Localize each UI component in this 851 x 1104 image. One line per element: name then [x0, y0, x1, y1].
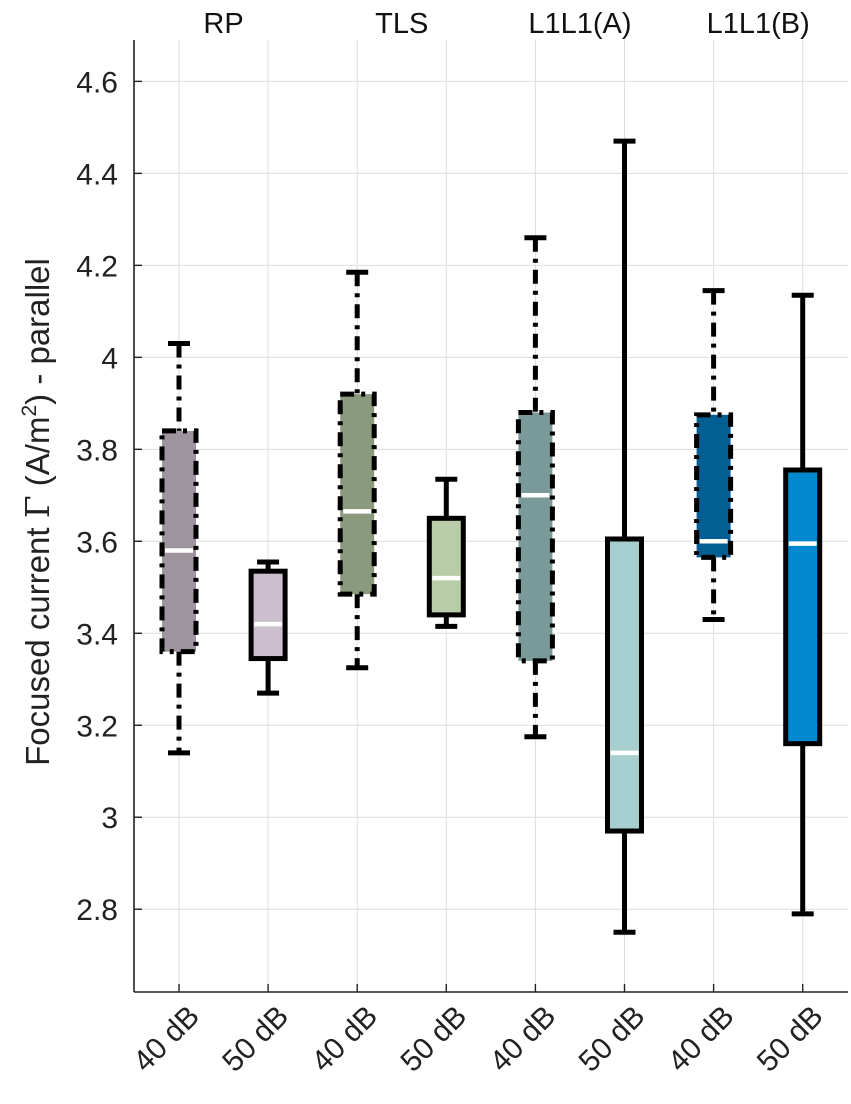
x-tick-label: 40 dB	[305, 1000, 384, 1079]
y-axis-label-symbol: Γ	[18, 495, 57, 518]
box-3	[337, 269, 377, 671]
box-body	[696, 414, 731, 558]
box-body	[518, 412, 553, 661]
box-5	[515, 235, 555, 740]
box-outline	[605, 536, 644, 834]
x-tick-label: 40 dB	[484, 1000, 563, 1079]
box-body	[162, 430, 196, 652]
group-label: L1L1(A)	[528, 8, 631, 40]
x-tick-label: 50 dB	[751, 1000, 830, 1079]
x-tick-label: 50 dB	[573, 1000, 652, 1079]
box-outline	[426, 515, 466, 618]
box-outline	[248, 568, 288, 662]
box-1	[159, 341, 199, 756]
x-tick-label: 50 dB	[394, 1000, 473, 1079]
box-body	[340, 394, 375, 595]
group-label: RP	[203, 8, 243, 40]
grid-lines	[134, 40, 848, 992]
y-tick-label: 3.6	[76, 526, 118, 559]
group-labels: RP TLS L1L1(A) L1L1(B)	[203, 8, 809, 40]
y-tick-label: 3.2	[76, 710, 118, 743]
y-tick-label: 4.6	[76, 66, 118, 99]
x-tick-label: 40 dB	[127, 1000, 206, 1079]
y-tick-label: 3.8	[76, 434, 118, 467]
box-7	[694, 288, 734, 622]
box-outline	[337, 391, 377, 597]
box-body	[607, 538, 642, 832]
box-6	[605, 138, 644, 935]
box-outline	[694, 412, 734, 560]
box-outline	[783, 467, 823, 747]
y-axis-label-unit-open: (A/m	[19, 417, 56, 496]
group-label: L1L1(B)	[707, 8, 810, 40]
y-axis-label: Focused current Γ (A/m2) - parallel	[18, 258, 57, 766]
box-outline	[515, 410, 555, 664]
y-tick-label: 2.8	[76, 894, 118, 927]
y-tick-label: 3	[101, 802, 118, 835]
y-axis-label-prefix: Focused current	[19, 518, 56, 766]
y-tick-label: 4.4	[76, 158, 118, 191]
x-tick-labels: 40 dB 50 dB 40 dB 50 dB 40 dB 50 dB 40 dB 50 dB	[127, 984, 830, 1079]
x-tick-label: 50 dB	[216, 1000, 295, 1079]
y-tick-labels: 2.8 3 3.2 3.4 3.6 3.8 4 4.2 4.4 4.6	[76, 66, 142, 927]
box-body	[785, 470, 820, 744]
box-body	[429, 518, 464, 615]
x-tick-label: 40 dB	[662, 1000, 741, 1079]
box-series	[159, 138, 823, 935]
y-tick-label: 4	[101, 342, 118, 375]
box-body	[251, 571, 286, 659]
y-tick-label: 3.4	[76, 618, 118, 651]
y-axis-label-unit-close: ) - parallel	[19, 258, 56, 405]
axes	[133, 40, 848, 993]
box-4	[426, 476, 466, 629]
y-axis-label-unit-sup: 2	[18, 405, 41, 417]
box-2	[248, 559, 288, 696]
y-tick-label: 4.2	[76, 250, 118, 283]
group-label: TLS	[375, 8, 428, 40]
box-8	[783, 292, 823, 917]
